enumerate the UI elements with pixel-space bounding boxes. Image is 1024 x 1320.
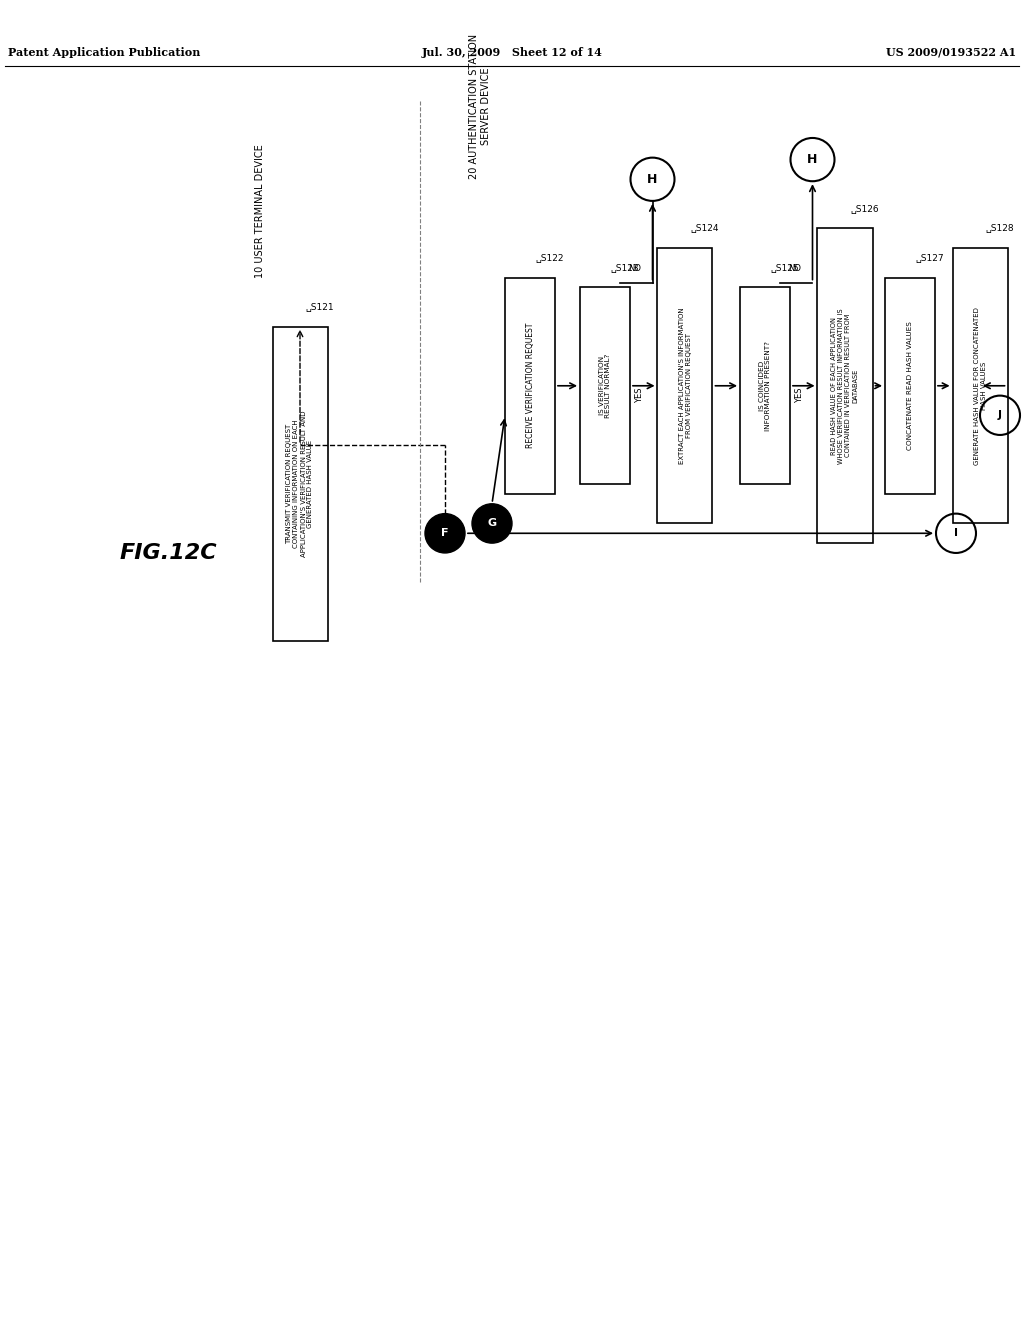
Text: IS VERIFICATION
RESULT NORMAL?: IS VERIFICATION RESULT NORMAL?	[598, 354, 611, 418]
Text: NO: NO	[629, 264, 641, 273]
FancyBboxPatch shape	[952, 248, 1008, 524]
Text: ␣S125: ␣S125	[770, 264, 799, 273]
FancyBboxPatch shape	[505, 277, 555, 494]
Circle shape	[425, 513, 465, 553]
FancyBboxPatch shape	[817, 228, 872, 543]
Text: Jul. 30, 2009   Sheet 12 of 14: Jul. 30, 2009 Sheet 12 of 14	[422, 46, 602, 58]
Text: ␣S124: ␣S124	[690, 224, 719, 234]
FancyBboxPatch shape	[580, 288, 630, 484]
Text: ␣S126: ␣S126	[850, 205, 879, 214]
Text: J: J	[998, 411, 1002, 420]
Text: GENERATE HASH VALUE FOR CONCATENATED
HASH VALUES: GENERATE HASH VALUE FOR CONCATENATED HAS…	[974, 306, 986, 465]
Text: READ HASH VALUE OF EACH APPLICATION
WHOSE VERIFICATION RESULT INFORMATION IS
CON: READ HASH VALUE OF EACH APPLICATION WHOS…	[831, 308, 858, 463]
Text: ␣S123: ␣S123	[610, 264, 639, 273]
Text: 10 USER TERMINAL DEVICE: 10 USER TERMINAL DEVICE	[255, 144, 265, 277]
Text: NO: NO	[788, 264, 802, 273]
Text: G: G	[487, 519, 497, 528]
FancyBboxPatch shape	[657, 248, 713, 524]
Text: YES: YES	[795, 388, 804, 404]
Text: ␣S128: ␣S128	[985, 224, 1014, 234]
Text: IS COINCIDED
INFORMATION PRESENT?: IS COINCIDED INFORMATION PRESENT?	[759, 341, 771, 430]
FancyBboxPatch shape	[885, 277, 935, 494]
Text: CONCATENATE READ HASH VALUES: CONCATENATE READ HASH VALUES	[907, 321, 913, 450]
Text: H: H	[647, 173, 657, 186]
Text: I: I	[954, 528, 958, 539]
Text: EXTRACT EACH APPLICATION'S INFORMATION
FROM VERIFICATION REQUEST: EXTRACT EACH APPLICATION'S INFORMATION F…	[679, 308, 691, 465]
Text: YES: YES	[635, 388, 644, 404]
Text: RECEIVE VERIFICATION REQUEST: RECEIVE VERIFICATION REQUEST	[525, 323, 535, 449]
Text: ␣S121: ␣S121	[305, 304, 334, 312]
FancyBboxPatch shape	[740, 288, 790, 484]
Text: ␣S127: ␣S127	[915, 253, 944, 263]
Text: F: F	[441, 528, 449, 539]
Text: FIG.12C: FIG.12C	[120, 543, 218, 562]
Text: H: H	[807, 153, 818, 166]
Text: TRANSMIT VERIFICATION REQUEST
CONTAINING INFORMATION ON EACH
APPLICATION'S VERIF: TRANSMIT VERIFICATION REQUEST CONTAINING…	[287, 411, 313, 557]
Text: ␣S122: ␣S122	[535, 253, 563, 263]
Text: US 2009/0193522 A1: US 2009/0193522 A1	[886, 46, 1016, 58]
Text: Patent Application Publication: Patent Application Publication	[8, 46, 201, 58]
Circle shape	[472, 504, 512, 543]
Text: 20 AUTHENTICATION STATION
SERVER DEVICE: 20 AUTHENTICATION STATION SERVER DEVICE	[469, 34, 490, 180]
FancyBboxPatch shape	[272, 327, 328, 642]
